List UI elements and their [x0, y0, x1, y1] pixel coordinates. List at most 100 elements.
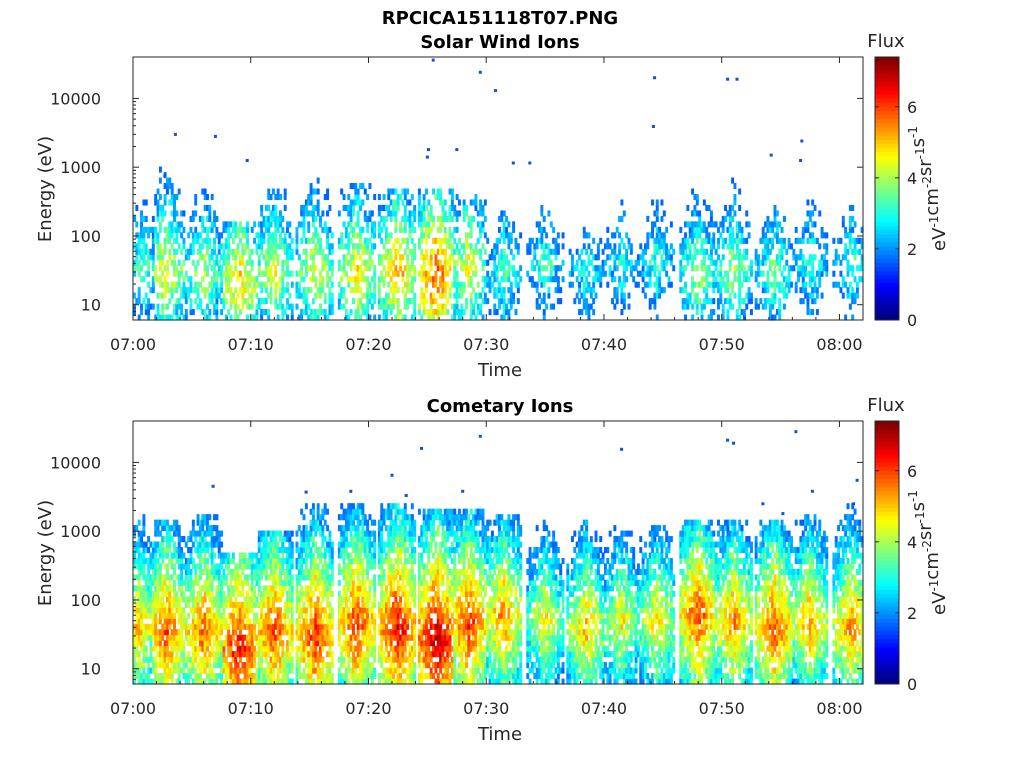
flux-cell: [382, 276, 386, 283]
flux-cell: [208, 640, 212, 647]
flux-cell: [399, 265, 403, 272]
flux-cell: [448, 259, 452, 266]
flux-cell: [446, 259, 450, 266]
flux-cell: [288, 303, 292, 310]
colorbar-segment: [875, 196, 899, 202]
flux-cell: [311, 645, 315, 652]
flux-cell: [820, 259, 824, 266]
flux-cell: [726, 287, 730, 294]
flux-cell: [618, 281, 622, 288]
flux-cell: [135, 248, 139, 255]
flux-cell: [163, 199, 167, 206]
flux-cell: [761, 237, 765, 244]
flux-cell: [439, 276, 443, 283]
flux-cell: [269, 287, 273, 294]
flux-cell: [201, 514, 205, 521]
flux-cell: [257, 237, 261, 244]
flux-cell: [373, 243, 377, 250]
flux-cell: [173, 254, 176, 261]
flux-cell: [269, 585, 273, 592]
flux-cell: [469, 309, 473, 316]
flux-cell: [142, 585, 146, 592]
flux-cell: [717, 254, 720, 261]
flux-cell: [516, 281, 520, 288]
flux-cell: [196, 596, 200, 603]
flux-cell: [189, 536, 193, 543]
flux-cell: [328, 287, 332, 294]
flux-cell: [429, 210, 433, 217]
flux-cell: [248, 259, 252, 266]
flux-cell: [271, 645, 275, 652]
flux-cell: [352, 199, 355, 206]
flux-cell: [646, 265, 650, 272]
flux-cell: [330, 574, 334, 581]
flux-cell: [295, 673, 299, 680]
flux-cell: [227, 232, 231, 239]
flux-cell: [286, 574, 290, 581]
flux-cell: [691, 188, 695, 195]
flux-cell: [267, 232, 271, 239]
flux-cell: [575, 248, 579, 255]
flux-cell: [498, 215, 501, 222]
flux-cell: [196, 292, 200, 299]
flux-cell: [144, 243, 148, 250]
flux-cell: [507, 309, 511, 316]
flux-cell: [194, 601, 198, 608]
flux-cell: [323, 678, 327, 685]
flux-cell: [208, 237, 212, 244]
flux-cell: [158, 568, 162, 576]
flux-cell: [592, 281, 596, 288]
flux-cell: [217, 259, 221, 266]
flux-cell: [745, 270, 749, 277]
flux-cell: [300, 210, 304, 217]
flux-cell: [538, 276, 541, 283]
flux-cell: [191, 309, 195, 316]
flux-cell: [173, 530, 176, 537]
flux-cell: [309, 193, 313, 201]
flux-cell: [144, 645, 148, 652]
flux-cell: [267, 640, 271, 647]
flux-cell: [425, 226, 428, 233]
flux-cell: [241, 287, 245, 294]
flux-cell: [286, 281, 290, 288]
colorbar-segment: [875, 167, 899, 173]
flux-cell: [307, 265, 311, 272]
flux-cell: [384, 254, 388, 261]
flux-cell: [754, 303, 758, 310]
flux-cell: [311, 508, 315, 515]
flux-cell: [154, 574, 158, 581]
flux-cell: [248, 656, 252, 663]
flux-cell: [465, 204, 468, 212]
flux-cell: [311, 204, 315, 212]
flux-cell: [629, 248, 633, 255]
colorbar-segment: [875, 118, 899, 124]
flux-cell: [210, 634, 214, 641]
flux-cell: [213, 514, 217, 521]
flux-cell: [274, 254, 278, 261]
flux-cell: [323, 193, 327, 201]
flux-cell: [309, 309, 313, 316]
flux-cell: [276, 673, 280, 680]
flux-cell: [290, 303, 294, 310]
flux-cell: [413, 254, 417, 261]
flux-cell: [142, 629, 146, 636]
flux-cell: [180, 629, 184, 636]
flux-cell: [321, 607, 325, 614]
flux-cell: [307, 601, 311, 608]
flux-cell: [161, 656, 165, 663]
flux-cell: [246, 303, 249, 310]
flux-cell: [500, 254, 504, 261]
flux-cell: [290, 547, 294, 554]
flux-cell: [479, 226, 483, 233]
colorbar-segment: [875, 172, 899, 177]
flux-cell: [319, 557, 322, 565]
flux-cell: [177, 673, 181, 680]
flux-cell: [735, 221, 739, 228]
flux-cell: [778, 303, 782, 310]
flux-cell: [780, 226, 784, 233]
flux-cell: [700, 226, 704, 233]
flux-cell: [337, 525, 341, 532]
flux-cell: [156, 292, 160, 299]
flux-cell: [851, 248, 855, 255]
flux-cell: [304, 585, 308, 592]
